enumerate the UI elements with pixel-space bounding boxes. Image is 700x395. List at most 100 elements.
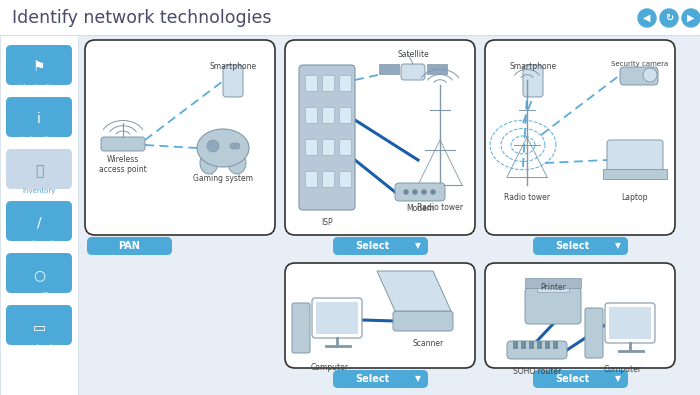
Text: Gaming system: Gaming system bbox=[193, 174, 253, 183]
Bar bbox=[609, 307, 651, 339]
Bar bbox=[305, 171, 317, 187]
Bar bbox=[339, 139, 351, 155]
Circle shape bbox=[682, 9, 700, 27]
Bar bbox=[339, 107, 351, 123]
Polygon shape bbox=[377, 271, 451, 311]
FancyBboxPatch shape bbox=[533, 370, 628, 388]
Text: Smartphone: Smartphone bbox=[209, 62, 257, 71]
Bar bbox=[0, 0, 700, 35]
Circle shape bbox=[431, 190, 435, 194]
FancyBboxPatch shape bbox=[87, 237, 172, 255]
Text: ▼: ▼ bbox=[415, 241, 421, 250]
Bar bbox=[529, 341, 534, 349]
Bar bbox=[553, 341, 558, 349]
Bar bbox=[322, 171, 334, 187]
FancyBboxPatch shape bbox=[620, 67, 658, 85]
Text: ▼: ▼ bbox=[615, 374, 621, 384]
Text: ▶: ▶ bbox=[687, 13, 694, 23]
Bar bbox=[305, 139, 317, 155]
Text: ↻: ↻ bbox=[665, 13, 673, 23]
FancyBboxPatch shape bbox=[292, 303, 310, 353]
FancyBboxPatch shape bbox=[525, 288, 581, 324]
Circle shape bbox=[404, 190, 408, 194]
Bar bbox=[305, 75, 317, 91]
Circle shape bbox=[207, 140, 219, 152]
Text: Select: Select bbox=[555, 374, 589, 384]
Text: Printer: Printer bbox=[540, 283, 566, 292]
Text: inventory: inventory bbox=[22, 188, 56, 194]
FancyBboxPatch shape bbox=[507, 341, 567, 359]
Ellipse shape bbox=[228, 152, 246, 174]
Circle shape bbox=[230, 143, 236, 149]
Bar bbox=[0, 35, 78, 395]
FancyBboxPatch shape bbox=[401, 64, 425, 80]
Text: Satellite: Satellite bbox=[397, 50, 429, 59]
Text: ⬜: ⬜ bbox=[35, 164, 43, 178]
Circle shape bbox=[413, 190, 417, 194]
FancyBboxPatch shape bbox=[299, 65, 355, 210]
FancyBboxPatch shape bbox=[223, 65, 243, 97]
FancyBboxPatch shape bbox=[585, 308, 603, 358]
Text: Computer: Computer bbox=[311, 363, 349, 372]
Bar bbox=[525, 278, 581, 288]
Text: i: i bbox=[37, 112, 41, 126]
Bar bbox=[537, 286, 569, 292]
Text: Smartphone: Smartphone bbox=[510, 62, 556, 71]
Text: Laptop: Laptop bbox=[622, 193, 648, 202]
Text: Scanner: Scanner bbox=[412, 339, 444, 348]
Text: notepad: notepad bbox=[25, 240, 53, 246]
Text: introduction: introduction bbox=[18, 84, 60, 90]
Text: Radio tower: Radio tower bbox=[504, 193, 550, 202]
FancyBboxPatch shape bbox=[285, 40, 475, 235]
FancyBboxPatch shape bbox=[333, 370, 428, 388]
FancyBboxPatch shape bbox=[85, 40, 275, 235]
FancyBboxPatch shape bbox=[6, 149, 72, 189]
Bar bbox=[322, 75, 334, 91]
FancyBboxPatch shape bbox=[6, 305, 72, 345]
Ellipse shape bbox=[200, 152, 218, 174]
Circle shape bbox=[643, 68, 657, 82]
Text: Identify network technologies: Identify network technologies bbox=[12, 9, 272, 27]
Text: Radio tower: Radio tower bbox=[417, 203, 463, 212]
FancyBboxPatch shape bbox=[485, 40, 675, 235]
Bar bbox=[322, 139, 334, 155]
FancyBboxPatch shape bbox=[393, 311, 453, 331]
FancyBboxPatch shape bbox=[6, 97, 72, 137]
FancyBboxPatch shape bbox=[285, 263, 475, 368]
Text: ▭: ▭ bbox=[32, 320, 46, 334]
Text: SOHO router: SOHO router bbox=[513, 367, 561, 376]
Text: PAN: PAN bbox=[118, 241, 141, 251]
Text: Select: Select bbox=[356, 241, 390, 251]
FancyBboxPatch shape bbox=[523, 65, 543, 97]
FancyBboxPatch shape bbox=[485, 263, 675, 368]
Bar bbox=[545, 341, 550, 349]
Bar bbox=[427, 64, 447, 74]
FancyBboxPatch shape bbox=[6, 45, 72, 85]
Bar bbox=[379, 64, 399, 74]
Circle shape bbox=[234, 143, 240, 149]
Text: ▼: ▼ bbox=[415, 374, 421, 384]
FancyBboxPatch shape bbox=[6, 253, 72, 293]
FancyBboxPatch shape bbox=[607, 140, 663, 178]
Circle shape bbox=[660, 9, 678, 27]
Text: Modem: Modem bbox=[406, 204, 434, 213]
FancyBboxPatch shape bbox=[605, 303, 655, 343]
Text: contrast: contrast bbox=[25, 344, 53, 350]
Bar bbox=[339, 75, 351, 91]
FancyBboxPatch shape bbox=[395, 183, 445, 201]
Text: Wireless
access point: Wireless access point bbox=[99, 155, 147, 175]
Text: ◀: ◀ bbox=[643, 13, 651, 23]
Text: Computer: Computer bbox=[604, 365, 642, 374]
Circle shape bbox=[422, 190, 426, 194]
FancyBboxPatch shape bbox=[333, 237, 428, 255]
Bar bbox=[537, 341, 542, 349]
Text: instruction: instruction bbox=[20, 136, 58, 142]
Bar bbox=[339, 171, 351, 187]
Bar bbox=[316, 302, 358, 334]
Text: ISP: ISP bbox=[321, 218, 332, 227]
Bar bbox=[322, 107, 334, 123]
Bar bbox=[513, 341, 518, 349]
Text: ▼: ▼ bbox=[615, 241, 621, 250]
Circle shape bbox=[638, 9, 656, 27]
FancyBboxPatch shape bbox=[312, 298, 362, 338]
